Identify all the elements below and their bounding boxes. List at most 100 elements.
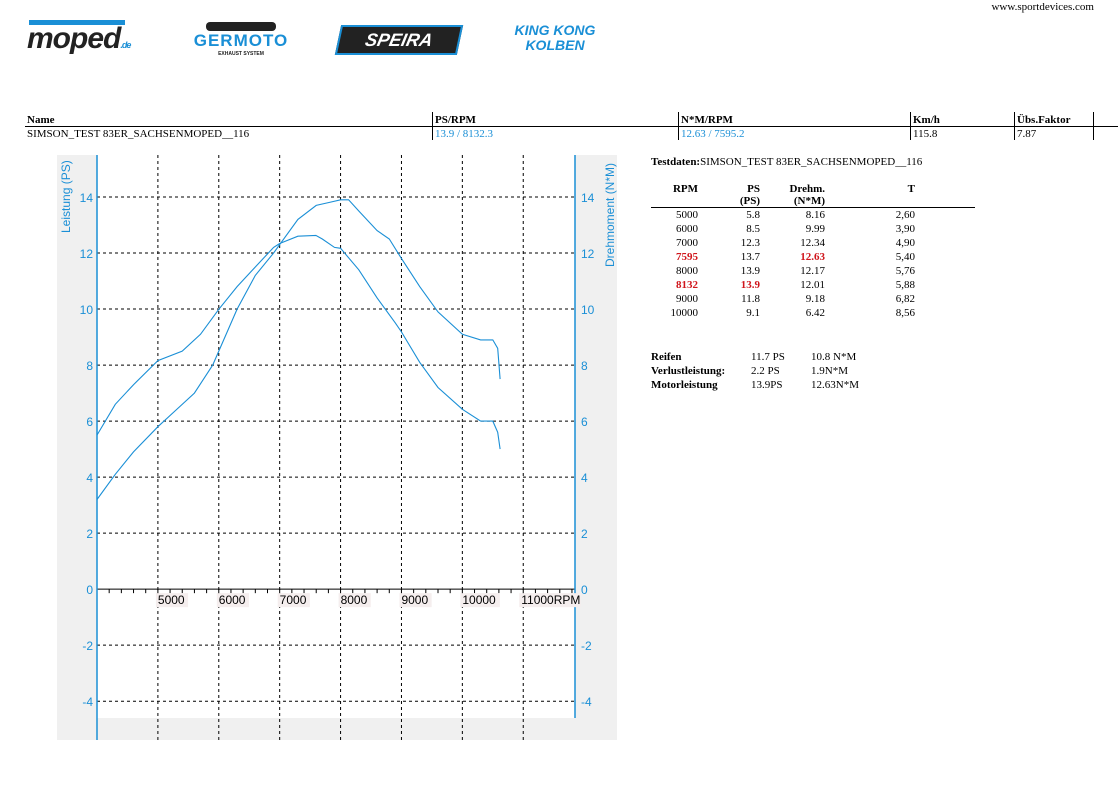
header-drehm: Drehm. (N*M) [760,183,825,208]
y-left-tick-label: -4 [82,695,93,709]
cell: 13.7 [740,251,760,263]
cell: 12.63 [800,251,825,263]
cell: 1.9N*M [811,365,848,377]
y-right-tick-label: 0 [581,583,588,597]
moped-logo: moped.de [27,20,131,56]
table-row: 7595 13.7 12.63 5,40 [651,250,975,264]
y-right-tick-label: -2 [581,639,592,653]
y-left-axis-label: Leistung (PS) [59,160,73,233]
x-tick-label-bg [460,593,500,608]
losses-row: Verlustleistung: 2.2 PS 1.9N*M [651,364,891,378]
cell: 7000 [676,237,698,249]
summary-table: Name PS/RPM N*M/RPM Km/h Übs.Faktor SIMS… [25,112,1118,140]
cell: Motorleistung [651,379,718,391]
y-right-tick-label: 10 [581,303,595,317]
cell: 7595 [676,251,698,263]
moped-logo-suffix: .de [120,40,131,50]
cell: 6000 [676,223,698,235]
x-tick-label-bg [338,593,371,608]
value-name: SIMSON_TEST 83ER_SACHSENMOPED__116 [27,127,250,140]
y-left-tick-label: 8 [86,359,93,373]
website-url: www.sportdevices.com [991,1,1094,13]
y-right-tick-label: 4 [581,471,588,485]
y-left-tick-label: 14 [80,191,94,205]
x-tick-label-bg [277,593,310,608]
table-row: 7000 12.3 12.34 4,90 [651,236,975,250]
y-right-tick-label: 8 [581,359,588,373]
cell: 4,90 [895,237,915,249]
cell: 9.99 [805,223,825,235]
cell: 13.9PS [751,379,783,391]
table-row: 10000 9.1 6.42 8,56 [651,306,975,320]
cell: 8.5 [746,223,760,235]
cell: 11.7 PS [751,351,785,363]
cell: 10000 [670,307,699,319]
cell: 9.18 [805,293,825,305]
x-tick-label-bg [155,593,189,608]
testdaten-title: Testdaten:SIMSON_TEST 83ER_SACHSENMOPED_… [651,156,922,168]
losses-table: Reifen 11.7 PS 10.8 N*M Verlustleistung: 2.2… [651,350,891,392]
y-right-tick-label: 2 [581,527,588,541]
germoto-logo: GERMOTO EXHAUST SYSTEM [186,22,296,57]
cell: 9000 [676,293,698,305]
y-right-tick-label: -4 [581,695,592,709]
x-tick-label: 6000 [219,593,246,607]
cell: Verlustleistung: [651,365,726,377]
cell: 13.9 [740,279,760,291]
power-curve [96,199,501,500]
cell: 12.34 [800,237,825,249]
cell: 9.1 [746,307,760,319]
cell: 8.16 [805,209,825,221]
x-tick-label-bg [216,593,249,608]
cell: 5000 [676,209,698,221]
y-right-tick-label: 6 [581,415,588,429]
x-tick-label-bg [399,593,432,608]
x-tick-label: 11000RPM [521,593,580,607]
value-kmh: 115.8 [910,126,1015,140]
y-left-tick-label: 10 [80,303,94,317]
value-ps-rpm: 13.9 / 8132.3 [432,126,679,140]
value-factor: 7.87 [1014,126,1094,140]
data-table: RPM PS (PS) Drehm. (N*M) T 5000 5.8 8.16 2,60 6000… [651,183,975,320]
value-nm-rpm: 12.63 / 7595.2 [678,126,911,140]
germoto-logo-sub: EXHAUST SYSTEM [218,51,264,57]
kingkong-logo: KING KONG KOLBEN [514,22,596,53]
plot-area [97,155,575,718]
y-left-tick-label: 4 [86,471,93,485]
cell: 11.8 [741,293,760,305]
y-left-tick-label: 12 [80,247,94,261]
table-row: 5000 5.8 8.16 2,60 [651,208,975,223]
losses-row: Reifen 11.7 PS 10.8 N*M [651,350,891,364]
x-tick-label: 10000 [462,593,496,607]
table-row: 6000 8.5 9.99 3,90 [651,222,975,236]
cell: 3,90 [895,223,915,235]
moped-logo-text: moped [27,22,121,55]
testdaten-label: Testdaten: [651,156,701,168]
col-kmh: Km/h [910,112,1015,127]
y-left-tick-label: -2 [82,639,93,653]
torque-curve [96,234,501,450]
col-factor: Übs.Faktor [1014,112,1094,127]
table-row: 9000 11.8 9.18 6,82 [651,292,975,306]
y-right-tick-label: 12 [581,247,595,261]
y-left-tick-label: 0 [86,583,93,597]
cell: 6,82 [895,293,915,305]
x-tick-label-bg [519,593,581,608]
cell: 12.17 [800,265,825,277]
table-row: 8132 13.9 12.01 5,88 [651,278,975,292]
germoto-logo-text: GERMOTO [193,31,289,50]
cell: 10.8 N*M [811,351,857,363]
header-rpm: RPM [651,183,698,208]
value-end [1093,126,1118,140]
cell: 12.01 [800,279,825,291]
x-tick-label: 7000 [280,593,307,607]
cell: 13.9 [740,265,760,277]
cell: 12.3 [740,237,760,249]
y-left-tick-label: 6 [86,415,93,429]
col-end [1093,112,1118,127]
y-left-tick-label: 2 [86,527,93,541]
x-tick-label: 9000 [401,593,428,607]
header-ps: PS (PS) [698,183,760,208]
cell: 5,76 [895,265,915,277]
